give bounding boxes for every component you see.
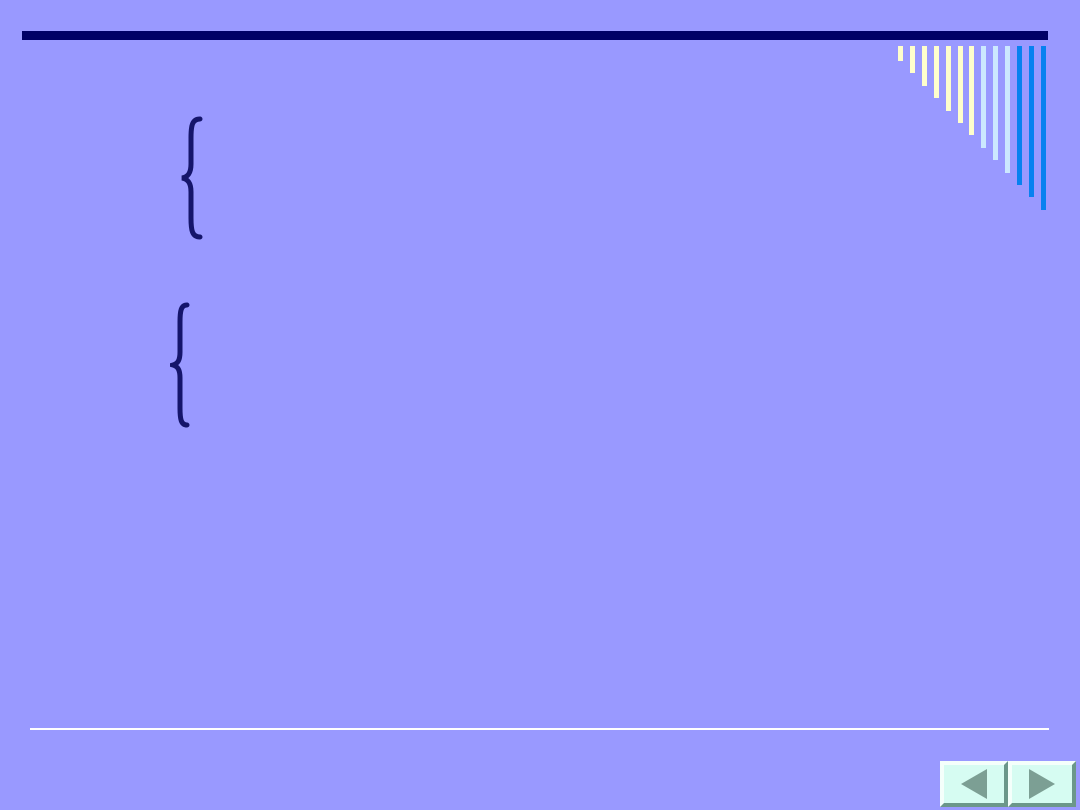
corner-stripe [981, 46, 986, 148]
corner-stripe [1041, 46, 1046, 210]
corner-stripe [1017, 46, 1022, 185]
corner-stripe [993, 46, 998, 160]
left-curly-brace-icon [177, 116, 203, 240]
next-slide-button[interactable] [1008, 761, 1076, 807]
corner-stripe [1005, 46, 1010, 173]
corner-stripe [946, 46, 951, 111]
corner-stripe [910, 46, 915, 73]
corner-stripe [934, 46, 939, 98]
corner-stripe [898, 46, 903, 61]
corner-stripe [958, 46, 963, 123]
corner-stripe [1029, 46, 1034, 197]
corner-stripe [922, 46, 927, 86]
footer-rule [30, 728, 1049, 730]
corner-stripes [898, 46, 1053, 214]
corner-stripe [969, 46, 974, 135]
title-bar-rule [22, 31, 1048, 40]
left-curly-brace-icon [170, 302, 190, 428]
previous-slide-button[interactable] [940, 761, 1008, 807]
right-arrow-icon [1029, 769, 1055, 799]
left-arrow-icon [961, 769, 987, 799]
